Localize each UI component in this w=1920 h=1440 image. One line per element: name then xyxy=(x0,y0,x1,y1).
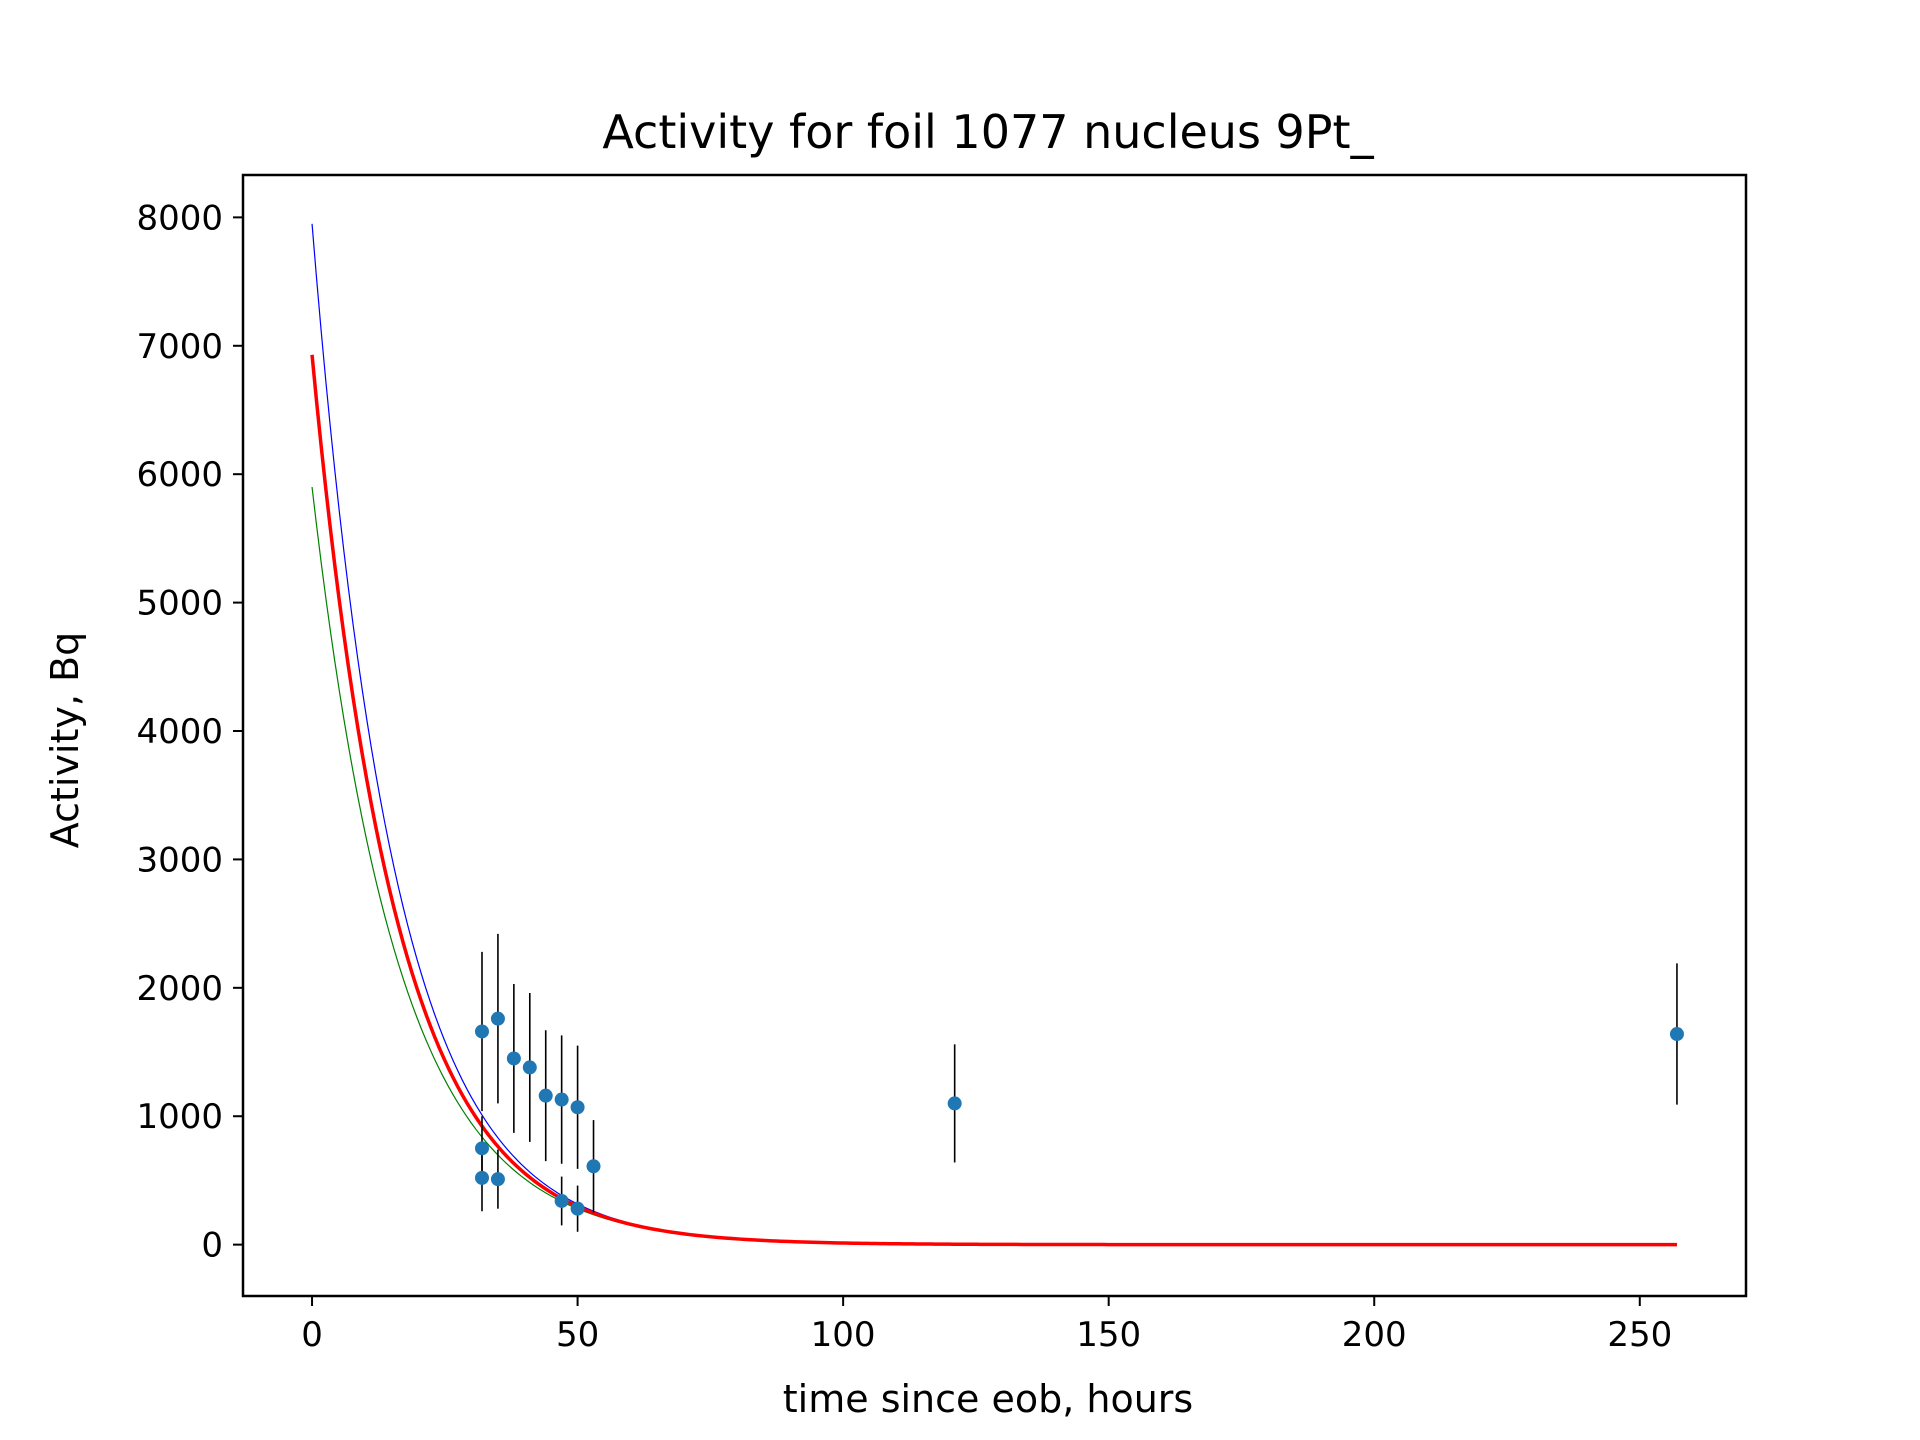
data-point xyxy=(570,1201,585,1216)
data-point xyxy=(554,1193,569,1208)
x-axis-label: time since eob, hours xyxy=(783,1377,1193,1421)
data-point xyxy=(554,1092,569,1107)
y-axis-label: Activity, Bq xyxy=(43,632,87,848)
x-tick-label: 250 xyxy=(1607,1315,1672,1355)
data-point xyxy=(538,1088,553,1103)
x-axis: 0 50 100 150 200 250 xyxy=(301,1296,1672,1355)
data-point xyxy=(586,1159,601,1174)
data-point xyxy=(474,1024,489,1039)
data-point xyxy=(1669,1027,1684,1042)
y-tick-label: 0 xyxy=(201,1226,223,1266)
fit-curve-3 xyxy=(310,354,1677,1247)
y-tick-label: 5000 xyxy=(136,584,223,624)
data-point xyxy=(474,1141,489,1156)
chart-title: Activity for foil 1077 nucleus 9Pt_ xyxy=(602,105,1374,159)
x-tick-label: 200 xyxy=(1342,1315,1407,1355)
data-point xyxy=(474,1170,489,1185)
data-point xyxy=(490,1011,505,1026)
y-tick-label: 2000 xyxy=(136,969,223,1009)
plot-area xyxy=(310,223,1684,1247)
data-point xyxy=(522,1060,537,1075)
plot-frame xyxy=(241,173,1748,1298)
x-tick-label: 100 xyxy=(811,1315,876,1355)
data-point xyxy=(570,1100,585,1115)
y-tick-label: 4000 xyxy=(136,712,223,752)
data-point xyxy=(947,1096,962,1111)
x-tick-label: 150 xyxy=(1076,1315,1141,1355)
y-axis: 0 1000 2000 3000 4000 5000 6000 7000 8000 xyxy=(136,198,243,1266)
x-tick-label: 50 xyxy=(556,1315,599,1355)
x-tick-label: 0 xyxy=(301,1315,323,1355)
y-tick-label: 7000 xyxy=(136,327,223,367)
data-point xyxy=(506,1051,521,1066)
data-point xyxy=(490,1172,505,1187)
y-tick-label: 6000 xyxy=(136,455,223,495)
y-tick-label: 1000 xyxy=(136,1097,223,1137)
y-tick-label: 3000 xyxy=(136,840,223,880)
y-tick-label: 8000 xyxy=(136,198,223,238)
